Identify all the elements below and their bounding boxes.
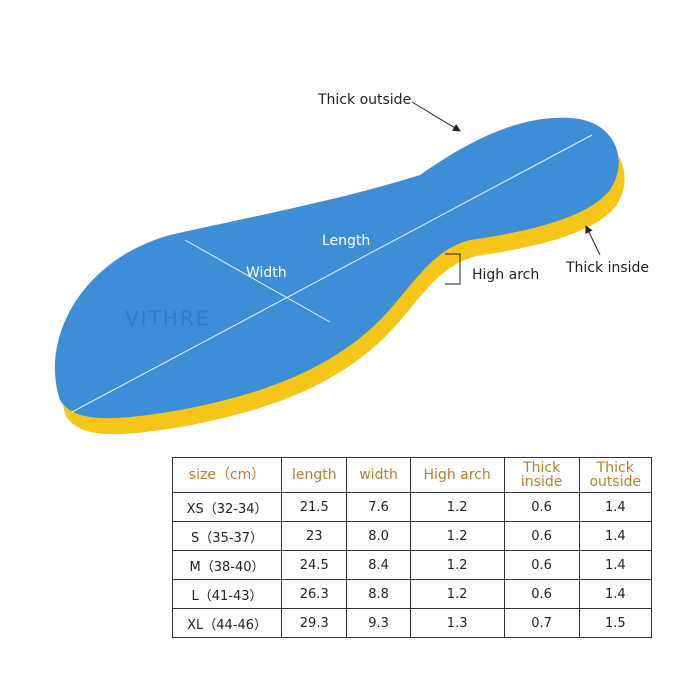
thick-inside-label: Thick inside xyxy=(565,260,649,276)
table-cell: 0.6 xyxy=(503,521,580,551)
insole-illustration: Length Width VITHRE High arch Thick outs… xyxy=(54,92,649,435)
table-cell: 9.3 xyxy=(346,608,411,638)
table-row: M（38-40） 24.5 8.4 1.2 0.6 1.4 xyxy=(171,550,653,580)
table-cell: 8.0 xyxy=(346,521,411,551)
table-cell: 1.4 xyxy=(578,579,653,609)
header-cell: width xyxy=(346,457,411,493)
table-cell: 1.2 xyxy=(409,579,505,609)
table-cell: M（38-40） xyxy=(171,550,283,580)
table-cell: 29.3 xyxy=(281,608,348,638)
logo: VITHRE xyxy=(125,307,210,331)
table-row: XS（32-34） 21.5 7.6 1.2 0.6 1.4 xyxy=(171,492,653,522)
length-label: Length xyxy=(322,233,370,249)
table-cell: 23 xyxy=(281,521,348,551)
table-cell: 0.6 xyxy=(503,550,580,580)
table-cell: 7.6 xyxy=(346,492,411,522)
table-cell: 0.7 xyxy=(503,608,580,638)
length-line xyxy=(71,134,593,413)
table-cell: 24.5 xyxy=(281,550,348,580)
table-cell: 1.3 xyxy=(409,608,505,638)
table-cell: XS（32-34） xyxy=(171,492,283,522)
table-row: S（35-37） 23 8.0 1.2 0.6 1.4 xyxy=(171,521,653,551)
header-row: size（cm） length width High arch Thick inside… xyxy=(171,457,653,493)
table-cell: 0.6 xyxy=(503,492,580,522)
table-cell: 1.4 xyxy=(578,492,653,522)
size-table: size（cm） length width High arch Thick inside… xyxy=(171,457,653,638)
header-cell: size（cm） xyxy=(171,457,283,493)
table-cell: 1.2 xyxy=(409,550,505,580)
width-line xyxy=(184,239,331,323)
header-cell: High arch xyxy=(409,457,505,493)
arrow xyxy=(411,101,461,132)
high-arch-label: High arch xyxy=(472,267,539,283)
insole-top xyxy=(54,117,619,419)
table-cell: 0.6 xyxy=(503,579,580,609)
header-cell: length xyxy=(281,457,348,493)
table-cell: 8.4 xyxy=(346,550,411,580)
table-cell: S（35-37） xyxy=(171,521,283,551)
arrow xyxy=(585,225,601,256)
table-row: XL（44-46） 29.3 9.3 1.3 0.7 1.5 xyxy=(171,608,653,638)
table-cell: L（41-43） xyxy=(171,579,283,609)
table-cell: XL（44-46） xyxy=(171,608,283,638)
table-row: L（41-43） 26.3 8.8 1.2 0.6 1.4 xyxy=(171,579,653,609)
arch-bracket xyxy=(445,253,461,285)
header-cell: Thick outside xyxy=(578,457,653,493)
width-label: Width xyxy=(246,265,287,281)
table-cell: 1.4 xyxy=(578,550,653,580)
table-cell: 1.2 xyxy=(409,492,505,522)
table-cell: 21.5 xyxy=(281,492,348,522)
thick-outside-label: Thick outside xyxy=(317,92,411,108)
table-cell: 1.2 xyxy=(409,521,505,551)
header-cell: Thick inside xyxy=(503,457,580,493)
table-cell: 1.5 xyxy=(578,608,653,638)
table-cell: 8.8 xyxy=(346,579,411,609)
table-cell: 1.4 xyxy=(578,521,653,551)
table-cell: 26.3 xyxy=(281,579,348,609)
